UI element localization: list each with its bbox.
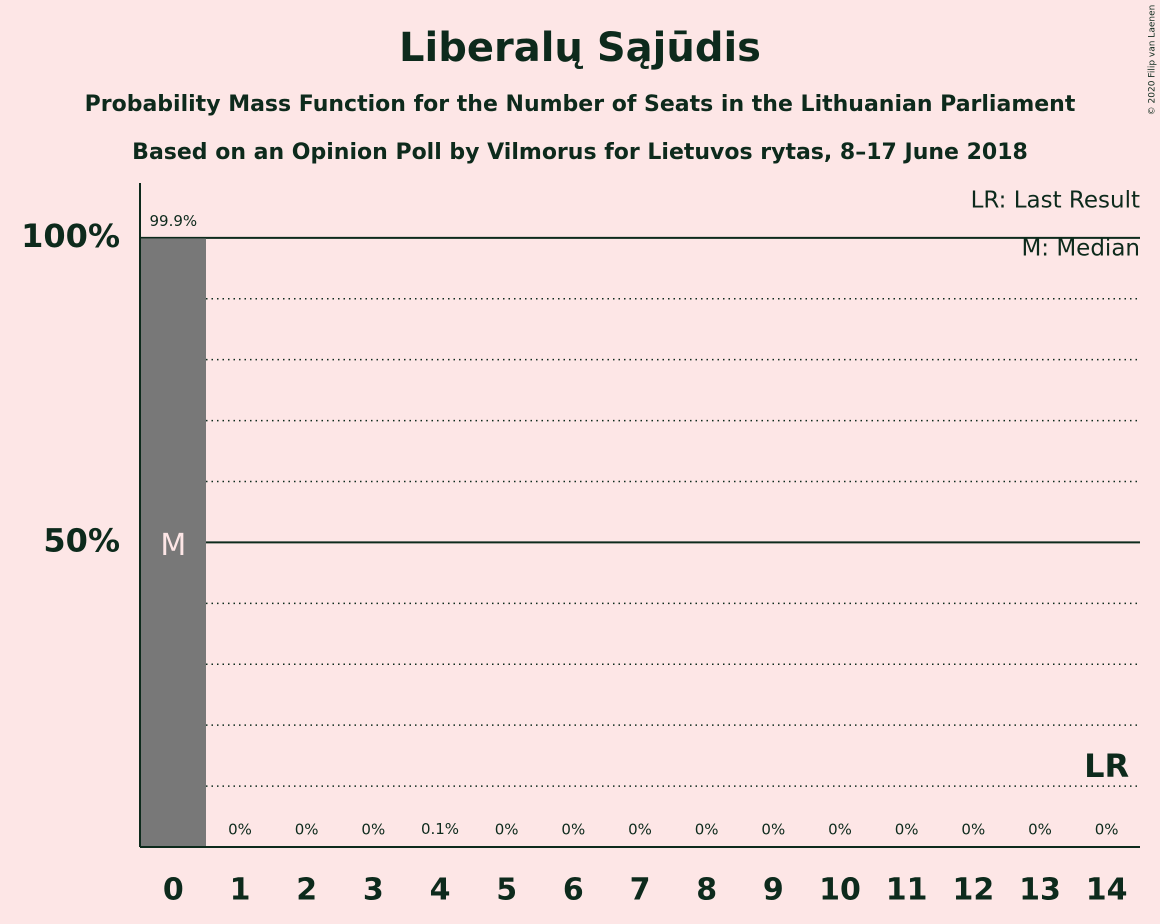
y-tick-label: 100% [21, 217, 120, 255]
x-tick-label: 13 [1019, 873, 1061, 908]
chart-subtitle: Probability Mass Function for the Number… [85, 92, 1076, 117]
chart-title: Liberalų Sąjūdis [399, 25, 761, 71]
value-label: 0% [761, 821, 785, 839]
x-tick-label: 8 [696, 873, 717, 908]
value-label: 0% [1095, 821, 1119, 839]
legend-entry: M: Median [1021, 236, 1140, 262]
value-label: 0% [561, 821, 585, 839]
y-tick-label: 50% [43, 521, 120, 559]
value-label: 0% [695, 821, 719, 839]
value-label: 0% [961, 821, 985, 839]
x-tick-label: 0 [163, 873, 184, 908]
x-tick-label: 11 [886, 873, 928, 908]
chart-subtitle: Based on an Opinion Poll by Vilmorus for… [132, 140, 1028, 165]
x-tick-label: 2 [296, 873, 317, 908]
value-label: 0% [495, 821, 519, 839]
x-tick-label: 7 [630, 873, 651, 908]
value-label: 0% [361, 821, 385, 839]
bar [140, 238, 206, 847]
x-tick-label: 1 [230, 873, 251, 908]
value-label: 99.9% [150, 212, 198, 230]
legend-entry: LR: Last Result [971, 188, 1140, 214]
value-label: 0% [828, 821, 852, 839]
x-tick-label: 10 [819, 873, 861, 908]
x-tick-label: 5 [496, 873, 517, 908]
value-label: 0% [1028, 821, 1052, 839]
value-label: 0% [895, 821, 919, 839]
x-tick-label: 3 [363, 873, 384, 908]
value-label: 0% [628, 821, 652, 839]
x-tick-label: 12 [952, 873, 994, 908]
copyright: © 2020 Filip van Laenen [1148, 5, 1158, 116]
x-tick-label: 9 [763, 873, 784, 908]
value-label: 0% [228, 821, 252, 839]
x-tick-label: 4 [430, 873, 451, 908]
last-result-marker: LR [1084, 747, 1129, 785]
median-marker: M [160, 528, 186, 563]
value-label: 0.1% [421, 820, 459, 838]
value-label: 0% [295, 821, 319, 839]
x-tick-label: 14 [1086, 873, 1128, 908]
x-tick-label: 6 [563, 873, 584, 908]
